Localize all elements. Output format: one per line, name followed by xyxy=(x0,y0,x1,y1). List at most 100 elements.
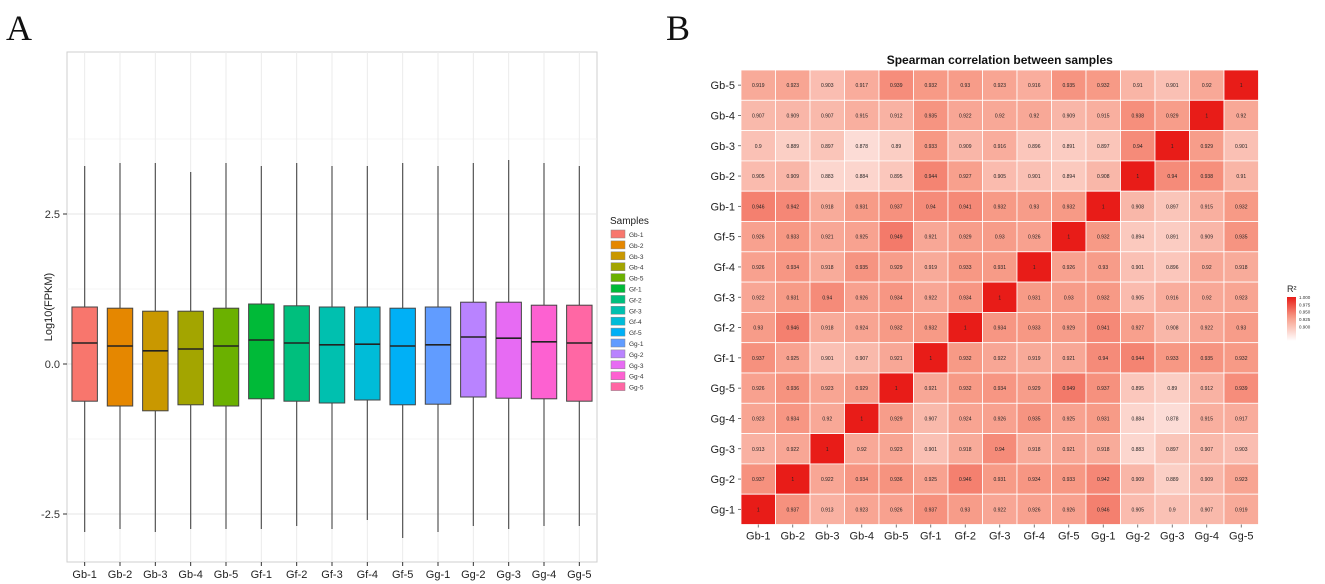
cell-value-label: 0.919 xyxy=(1028,356,1041,362)
cell-value-label: 0.926 xyxy=(752,265,765,271)
cell-value-label: 0.922 xyxy=(786,447,799,453)
x-tick-label: Gb-3 xyxy=(143,569,167,581)
legend-swatch xyxy=(610,240,626,250)
panel-a-label: A xyxy=(6,8,32,48)
heatmap-cell xyxy=(913,311,949,344)
cell-value-label: 0.935 xyxy=(924,113,937,119)
heatmap-cell xyxy=(1120,221,1156,253)
cell-value-label: 0.922 xyxy=(959,113,972,119)
heatmap-cell xyxy=(1154,251,1190,283)
cell-value-label: 0.92 xyxy=(1029,113,1039,119)
cell-value-label: 0.932 xyxy=(1062,204,1075,210)
legend-swatch xyxy=(610,360,626,370)
cell-value-label: 0.878 xyxy=(855,144,868,150)
heatmap-cell xyxy=(844,281,880,313)
x-tick-label: Gb-3 xyxy=(815,531,839,543)
cell-value-label: 0.932 xyxy=(924,83,937,89)
cell-value-label: 0.93 xyxy=(1029,204,1039,210)
box-gf-5 xyxy=(389,307,416,406)
cell-value-label: 0.895 xyxy=(1131,386,1144,392)
x-tick-label: Gb-4 xyxy=(178,569,202,581)
heatmap-cell xyxy=(1120,433,1156,465)
cell-value-label: 0.901 xyxy=(1166,83,1179,89)
heatmap-cell xyxy=(1223,221,1259,253)
cell-value-label: 0.925 xyxy=(924,477,937,483)
cell-value-label: 0.901 xyxy=(821,356,834,362)
heatmap-cell xyxy=(775,251,811,283)
cell-value-label: 0.916 xyxy=(1166,295,1179,301)
cell-value-label: 1 xyxy=(964,326,967,332)
heatmap-cell xyxy=(1016,160,1052,192)
cell-value-label: 0.907 xyxy=(752,113,765,119)
cell-value-label: 0.916 xyxy=(1028,83,1041,89)
cell-value-label: 0.916 xyxy=(993,144,1006,150)
cell-value-label: 0.929 xyxy=(890,265,903,271)
cell-value-label: 0.922 xyxy=(1200,326,1213,332)
x-tick-label: Gb-5 xyxy=(214,569,238,581)
x-tick-label: Gf-2 xyxy=(286,569,307,581)
cell-value-label: 0.932 xyxy=(1235,204,1248,210)
heatmap-cell xyxy=(1120,190,1156,222)
cell-value-label: 0.927 xyxy=(1131,326,1144,332)
cell-value-label: 0.905 xyxy=(1131,295,1144,301)
x-tick-label: Gf-4 xyxy=(357,569,378,581)
heatmap-cell xyxy=(809,463,845,495)
cell-value-label: 0.93 xyxy=(995,235,1005,241)
heatmap-cell xyxy=(844,130,880,162)
cell-value-label: 0.934 xyxy=(993,326,1006,332)
heatmap-cell xyxy=(878,69,914,101)
heatmap-cell xyxy=(947,372,983,404)
cell-value-label: 0.932 xyxy=(1097,295,1110,301)
y-tick-label: Gg-3 xyxy=(711,444,735,456)
cell-value-label: 0.921 xyxy=(1062,447,1075,453)
heatmap-cell xyxy=(809,311,845,344)
heatmap-cell xyxy=(775,221,811,253)
cell-value-label: 0.92 xyxy=(857,447,867,453)
cell-value-label: 0.934 xyxy=(786,416,799,422)
colorbar-tick-label: 0.925 xyxy=(1299,317,1311,322)
heatmap-cell xyxy=(878,99,914,132)
cell-value-label: 1 xyxy=(860,416,863,422)
cell-value-label: 0.934 xyxy=(1028,477,1041,483)
cell-value-label: 0.918 xyxy=(1097,447,1110,453)
cell-value-label: 0.93 xyxy=(960,507,970,513)
heatmap-cell xyxy=(844,342,880,374)
heatmap-cell xyxy=(740,190,776,222)
cell-value-label: 0.935 xyxy=(1200,356,1213,362)
cell-value-label: 0.946 xyxy=(786,326,799,332)
heatmap-cell xyxy=(775,281,811,313)
legend-label: Gg-5 xyxy=(629,385,644,392)
heatmap-cell xyxy=(1051,190,1087,222)
cell-value-label: 0.941 xyxy=(959,204,972,210)
legend-swatch xyxy=(610,306,626,315)
heatmap-cell xyxy=(982,99,1018,132)
heatmap-cell xyxy=(775,190,811,222)
cell-value-label: 0.932 xyxy=(1235,356,1248,362)
x-tick-label: Gg-2 xyxy=(1126,531,1150,543)
cell-value-label: 0.901 xyxy=(1235,144,1248,150)
cell-value-label: 0.923 xyxy=(993,83,1006,89)
x-tick-label: Gf-1 xyxy=(920,531,941,543)
heatmap-cell xyxy=(740,251,776,283)
cell-value-label: 0.909 xyxy=(786,174,799,180)
x-tick-label: Gf-3 xyxy=(989,531,1010,543)
cell-value-label: 0.929 xyxy=(959,235,972,241)
cell-value-label: 0.937 xyxy=(786,507,799,513)
heatmap-cell xyxy=(1051,130,1087,162)
cell-value-label: 0.937 xyxy=(1097,386,1110,392)
cell-value-label: 0.92 xyxy=(1202,265,1212,271)
heatmap-cell xyxy=(982,463,1018,495)
heatmap-cell xyxy=(982,433,1018,465)
cell-value-label: 0.934 xyxy=(890,295,903,301)
cell-value-label: 1 xyxy=(1171,144,1174,150)
heatmap-cell xyxy=(844,372,880,404)
heatmap-cell xyxy=(844,493,880,525)
heatmap-cell xyxy=(844,160,880,192)
cell-value-label: 0.926 xyxy=(890,507,903,513)
cell-value-label: 1 xyxy=(1033,265,1036,271)
cell-value-label: 0.921 xyxy=(924,386,937,392)
cell-value-label: 0.917 xyxy=(1235,416,1248,422)
box-gg-1 xyxy=(424,306,452,405)
cell-value-label: 1 xyxy=(1067,235,1070,241)
